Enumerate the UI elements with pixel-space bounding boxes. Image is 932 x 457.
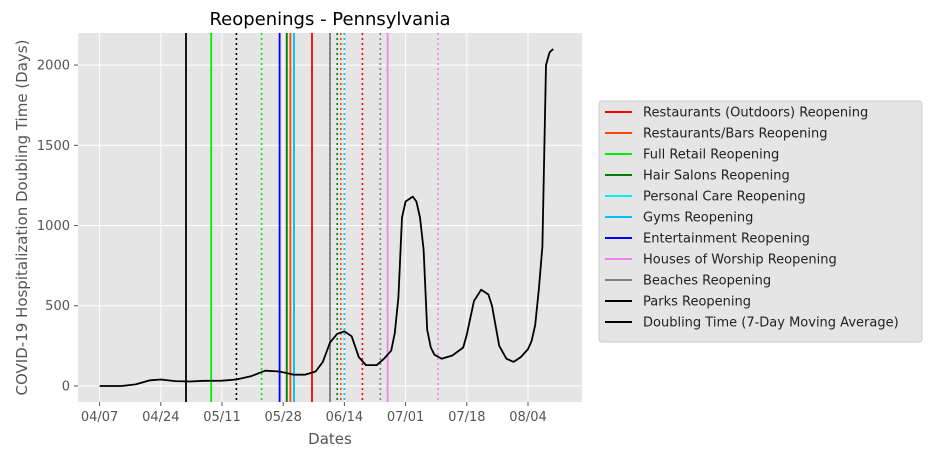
legend-label: Personal Care Reopening (643, 190, 806, 205)
legend-label: Gyms Reopening (643, 211, 753, 226)
series-group (99, 48, 554, 387)
legend-label: Doubling Time (7-Day Moving Average) (643, 316, 899, 331)
x-tick-label: 04/07 (81, 410, 118, 425)
legend-label: Restaurants (Outdoors) Reopening (643, 106, 868, 121)
legend-label: Hair Salons Reopening (643, 169, 790, 184)
y-axis-label: COVID-19 Hospitalization Doubling Time (… (13, 40, 31, 396)
x-tick-label: 08/04 (509, 410, 546, 425)
x-tick-label: 07/18 (448, 410, 485, 425)
x-axis: 04/07 04/24 05/11 05/28 06/14 07/01 07/18 08/04 (81, 402, 547, 425)
chart-title: Reopenings - Pennsylvania (209, 9, 450, 30)
y-tick-label: 2000 (37, 59, 70, 74)
x-axis-label: Dates (308, 430, 352, 448)
legend-label: Restaurants/Bars Reopening (643, 127, 827, 142)
y-tick-label: 0 (62, 379, 70, 394)
x-tick-label: 05/28 (264, 410, 301, 425)
x-tick-label: 05/11 (203, 410, 240, 425)
x-tick-label: 04/24 (142, 410, 179, 425)
legend-label: Full Retail Reopening (643, 148, 779, 163)
x-tick-label: 06/14 (326, 410, 363, 425)
x-tick-label: 07/01 (387, 410, 424, 425)
reopening-lines (185, 33, 439, 402)
y-axis: 0 500 1000 1500 2000 (37, 59, 78, 394)
series-line (99, 48, 554, 387)
legend-label: Parks Reopening (643, 295, 751, 310)
y-tick-label: 500 (45, 299, 70, 314)
legend-label: Houses of Worship Reopening (643, 253, 837, 268)
y-tick-label: 1500 (37, 139, 70, 154)
legend-label: Beaches Reopening (643, 274, 771, 289)
legend: Restaurants (Outdoors) Reopening Restaura… (598, 100, 923, 343)
legend-box (598, 100, 923, 343)
y-tick-label: 1000 (37, 219, 70, 234)
legend-label: Entertainment Reopening (643, 232, 810, 247)
